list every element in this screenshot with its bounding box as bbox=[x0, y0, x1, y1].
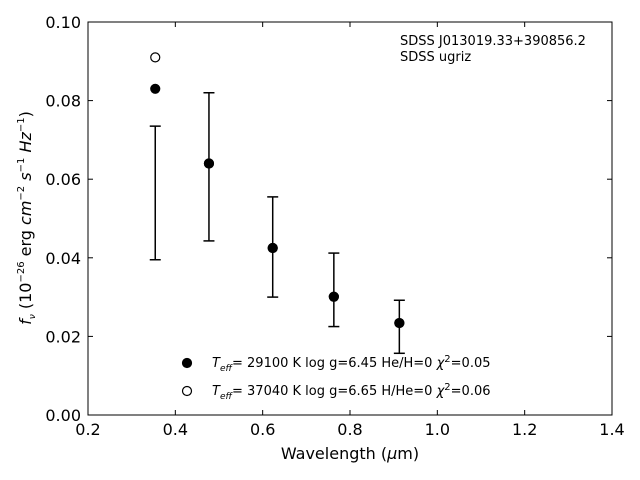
legend: Teff= 29100 K log g=6.45 He/H=0 χ2=0.05 … bbox=[181, 354, 491, 402]
y-tick-label: 0.02 bbox=[45, 327, 81, 346]
x-tick-label: 0.2 bbox=[75, 420, 100, 439]
legend-label-model-2: Teff= 37040 K log g=6.65 H/He=0 χ2=0.06 bbox=[212, 382, 491, 402]
x-tick-label: 0.6 bbox=[250, 420, 275, 439]
model-1-point bbox=[328, 291, 339, 302]
x-tick-label: 1.4 bbox=[599, 420, 624, 439]
plot-layer: 0.2 0.4 0.6 0.8 1.0 1.2 1.4 0.00 0.02 0.04 0.06 0.0… bbox=[45, 13, 624, 439]
y-tick-label: 0.10 bbox=[45, 13, 81, 32]
object-name-annotation: SDSS J013019.33+390856.2 bbox=[400, 34, 586, 49]
survey-annotation: SDSS ugriz bbox=[400, 50, 471, 65]
model-1-point bbox=[150, 83, 161, 94]
y-tick-label: 0.00 bbox=[45, 406, 81, 425]
x-tick-label: 1.0 bbox=[425, 420, 450, 439]
x-axis-title: Wavelength (μm) bbox=[281, 444, 419, 463]
y-tick-label: 0.08 bbox=[45, 92, 81, 111]
model-1-point bbox=[267, 242, 278, 254]
legend-marker-open bbox=[181, 385, 193, 397]
y-tick-label: 0.04 bbox=[45, 249, 81, 268]
model-1-point bbox=[203, 158, 215, 169]
x-tick-label: 0.8 bbox=[337, 420, 362, 439]
x-tick-label: 0.4 bbox=[163, 420, 188, 439]
model-1-point bbox=[394, 317, 405, 329]
x-tick-label: 1.2 bbox=[512, 420, 537, 439]
legend-marker-filled bbox=[181, 357, 193, 369]
model-2-point bbox=[150, 52, 161, 63]
y-axis-title: fν (10−26 erg cm−2 s−1 Hz−1) bbox=[16, 111, 38, 325]
y-tick-label: 0.06 bbox=[45, 170, 81, 189]
legend-label-model-1: Teff= 29100 K log g=6.45 He/H=0 χ2=0.05 bbox=[212, 354, 491, 374]
